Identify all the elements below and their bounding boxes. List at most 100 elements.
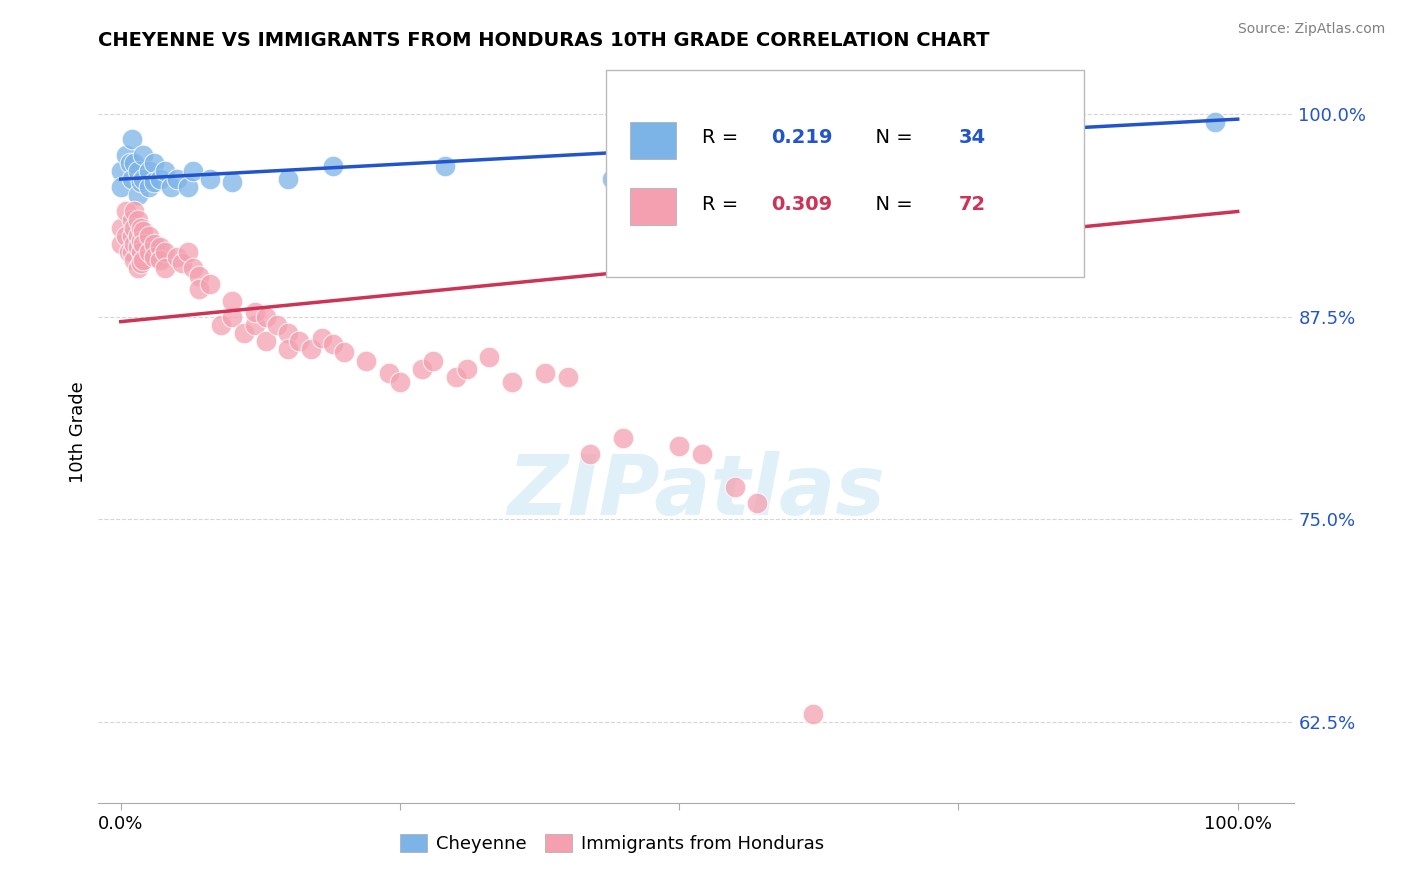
Point: [288, 334, 311, 348]
Point: [143, 236, 166, 251]
Point: [612, 431, 634, 445]
Point: [422, 353, 444, 368]
Point: [122, 204, 145, 219]
Point: [747, 496, 769, 510]
Point: [110, 236, 132, 251]
Text: 72: 72: [959, 195, 986, 214]
Point: [122, 220, 145, 235]
Point: [121, 244, 143, 259]
Point: [138, 244, 160, 259]
Text: N =: N =: [863, 195, 920, 214]
Point: [121, 228, 143, 243]
Point: [115, 148, 138, 162]
Point: [758, 172, 780, 186]
Point: [143, 250, 166, 264]
Point: [668, 439, 690, 453]
Point: [277, 172, 299, 186]
Point: [129, 234, 152, 248]
Point: [155, 261, 177, 276]
Point: [187, 269, 209, 284]
Point: [277, 342, 299, 356]
Point: [322, 337, 344, 351]
Point: [187, 282, 209, 296]
Point: [311, 331, 333, 345]
Legend: Cheyenne, Immigrants from Honduras: Cheyenne, Immigrants from Honduras: [394, 827, 831, 861]
Point: [221, 175, 243, 189]
Point: [299, 342, 322, 356]
Point: [121, 131, 143, 145]
Point: [456, 361, 478, 376]
Point: [221, 310, 243, 324]
Point: [690, 448, 713, 462]
Point: [801, 706, 824, 721]
Point: [132, 236, 155, 251]
Point: [132, 148, 155, 162]
Point: [155, 244, 177, 259]
Point: [322, 159, 344, 173]
Point: [129, 244, 152, 259]
Point: [138, 180, 160, 194]
Text: CHEYENNE VS IMMIGRANTS FROM HONDURAS 10TH GRADE CORRELATION CHART: CHEYENNE VS IMMIGRANTS FROM HONDURAS 10T…: [98, 30, 990, 50]
Point: [378, 367, 401, 381]
Point: [132, 172, 155, 186]
Point: [127, 228, 149, 243]
Point: [138, 228, 160, 243]
Point: [780, 131, 803, 145]
Point: [198, 172, 221, 186]
Point: [243, 318, 266, 332]
Text: 34: 34: [959, 128, 986, 147]
Point: [129, 220, 152, 235]
Point: [172, 256, 194, 270]
Point: [115, 228, 138, 243]
Point: [110, 180, 132, 194]
Point: [127, 261, 149, 276]
Point: [129, 256, 152, 270]
Point: [579, 448, 602, 462]
Point: [122, 253, 145, 268]
Point: [143, 175, 166, 189]
Point: [177, 180, 200, 194]
Point: [155, 164, 177, 178]
FancyBboxPatch shape: [630, 188, 676, 226]
Point: [127, 188, 149, 202]
Point: [501, 375, 523, 389]
Point: [166, 172, 188, 186]
Text: 0.309: 0.309: [772, 195, 832, 214]
Point: [534, 367, 557, 381]
Point: [232, 326, 254, 340]
Point: [127, 212, 149, 227]
Point: [388, 375, 411, 389]
Point: [118, 156, 141, 170]
Point: [122, 236, 145, 251]
Point: [117, 244, 139, 259]
Point: [948, 139, 970, 153]
Point: [183, 261, 205, 276]
Point: [149, 172, 172, 186]
Point: [333, 345, 356, 359]
Point: [110, 220, 132, 235]
Text: 0.219: 0.219: [772, 128, 832, 147]
Point: [121, 212, 143, 227]
Point: [132, 224, 155, 238]
Point: [149, 253, 172, 268]
Point: [160, 180, 183, 194]
Point: [221, 293, 243, 308]
Point: [122, 156, 145, 170]
Point: [127, 240, 149, 254]
Point: [433, 159, 456, 173]
Text: ZIPatlas: ZIPatlas: [508, 451, 884, 533]
Point: [166, 250, 188, 264]
FancyBboxPatch shape: [606, 70, 1084, 277]
Point: [266, 318, 288, 332]
Point: [478, 351, 501, 365]
Point: [115, 204, 138, 219]
Point: [143, 156, 166, 170]
Point: [277, 326, 299, 340]
Point: [121, 172, 143, 186]
Point: [132, 253, 155, 268]
Point: [127, 164, 149, 178]
Point: [835, 131, 858, 145]
Point: [183, 164, 205, 178]
Point: [444, 369, 467, 384]
Point: [198, 277, 221, 292]
